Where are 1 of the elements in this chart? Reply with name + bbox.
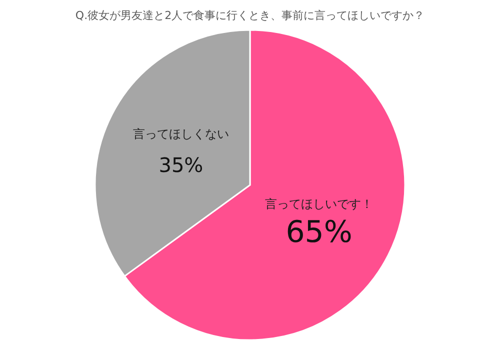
title: Q.彼女が男友達と2人で食事に行くとき、事前に言ってほしいですか？ — [75, 9, 425, 22]
